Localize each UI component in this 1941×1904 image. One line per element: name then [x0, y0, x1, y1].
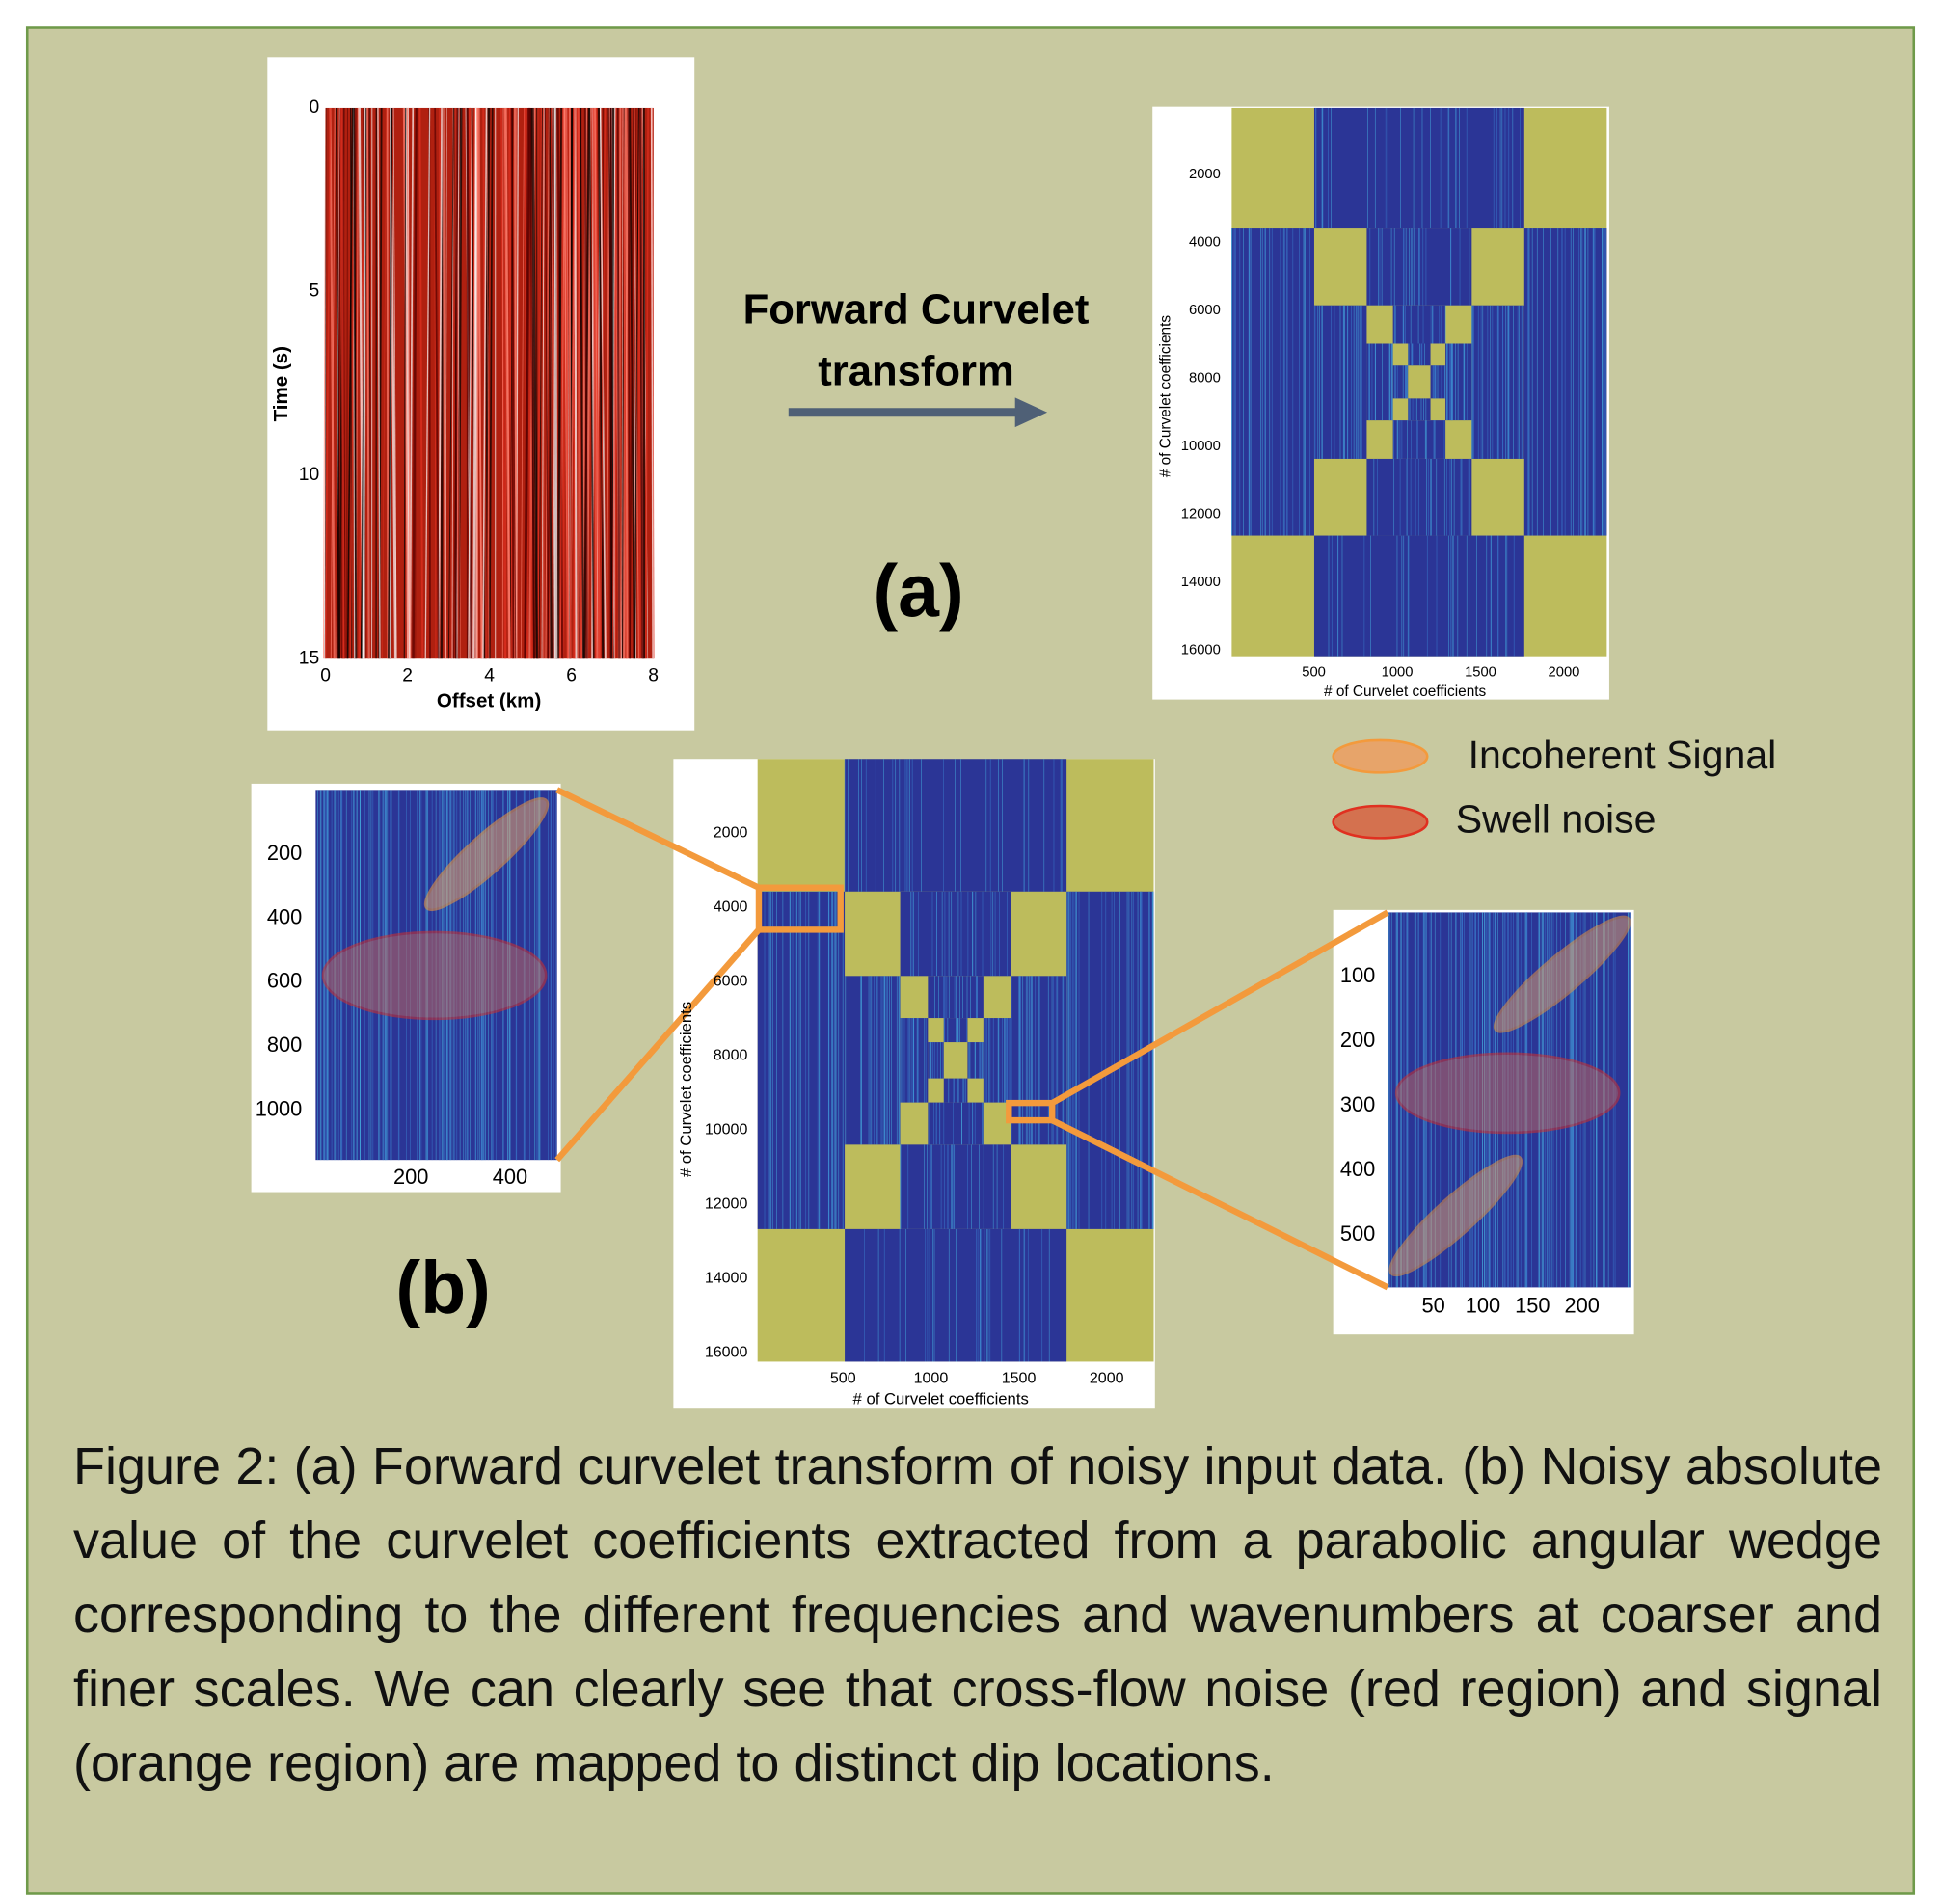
y-axis-label: # of Curvelet coefficients: [1157, 315, 1173, 478]
y-axis-label: # of Curvelet coefficients: [677, 1002, 695, 1177]
seismic-trace: [575, 108, 576, 658]
coef-block: [1314, 536, 1524, 657]
y-tick-label: 15: [299, 648, 319, 668]
seismic-trace: [639, 108, 640, 658]
seismic-trace: [554, 108, 555, 658]
arrow-text: transform: [818, 347, 1014, 394]
y-tick-label: 400: [267, 904, 302, 928]
x-tick-label: 500: [830, 1370, 856, 1387]
coef-block: [1408, 398, 1430, 420]
y-tick-label: 10: [299, 465, 319, 485]
coef-block: [944, 1079, 968, 1103]
arrow-text: Forward Curvelet: [743, 285, 1090, 333]
x-tick-label: 2: [402, 665, 413, 685]
y-tick-label: 12000: [1181, 506, 1221, 522]
coef-block: [901, 892, 1011, 977]
y-tick-label: 2000: [1189, 167, 1221, 182]
y-tick-label: 500: [1340, 1221, 1375, 1246]
legend-swatch: [1334, 806, 1428, 838]
y-tick-label: 400: [1340, 1157, 1375, 1181]
x-tick-label: 500: [1302, 664, 1326, 680]
coef-block: [1393, 420, 1445, 459]
y-tick-label: 4000: [1189, 235, 1221, 251]
y-tick-label: 10000: [1181, 439, 1221, 454]
legend-label: Swell noise: [1456, 797, 1657, 842]
coef-block: [1314, 108, 1524, 228]
panel-label: (b): [395, 1247, 490, 1329]
x-tick-label: 100: [1466, 1294, 1500, 1318]
x-tick-label: 1000: [1382, 664, 1414, 680]
y-tick-label: 16000: [705, 1344, 748, 1361]
y-tick-label: 200: [267, 841, 302, 865]
y-tick-label: 2000: [714, 823, 748, 841]
x-tick-label: 1500: [1002, 1370, 1037, 1387]
y-tick-label: 6000: [714, 973, 748, 990]
x-tick-label: 2000: [1549, 664, 1580, 680]
coef-block: [1393, 306, 1445, 344]
y-tick-label: 4000: [714, 898, 748, 916]
seismic-trace: [567, 108, 568, 658]
y-tick-label: 5: [310, 281, 320, 301]
x-axis-label: Offset (km): [437, 690, 541, 712]
y-tick-label: 600: [267, 969, 302, 993]
x-tick-label: 4: [484, 665, 495, 685]
x-tick-label: 2000: [1090, 1370, 1124, 1387]
coef-block: [845, 976, 901, 1144]
coef-block: [1366, 343, 1392, 420]
y-axis-label: Time (s): [270, 346, 292, 421]
y-tick-label: 100: [1340, 963, 1375, 987]
y-tick-label: 800: [267, 1032, 302, 1057]
x-tick-label: 0: [320, 665, 331, 685]
y-tick-label: 14000: [1181, 575, 1221, 590]
y-tick-label: 6000: [1189, 303, 1221, 318]
x-tick-label: 150: [1515, 1294, 1550, 1318]
page: Forward Curvelet transform (a) (b) Incoh…: [0, 0, 1941, 1904]
noise-region: [1396, 1054, 1619, 1133]
y-tick-label: 10000: [705, 1121, 748, 1139]
x-tick-label: 50: [1422, 1294, 1445, 1318]
y-tick-label: 0: [310, 97, 320, 118]
seismic-trace: [388, 108, 389, 658]
legend-swatch: [1334, 740, 1428, 772]
seismic-trace: [342, 108, 343, 658]
seismic-trace: [502, 108, 503, 658]
y-tick-label: 14000: [705, 1270, 748, 1287]
y-tick-label: 12000: [705, 1195, 748, 1213]
y-tick-label: 200: [1340, 1028, 1375, 1052]
x-tick-label: 200: [393, 1165, 428, 1189]
legend-label: Incoherent Signal: [1469, 733, 1777, 777]
x-tick-label: 200: [1564, 1294, 1599, 1318]
x-tick-label: 6: [566, 665, 577, 685]
caption: Figure 2: (a) Forward curvelet transform…: [73, 1430, 1882, 1801]
x-tick-label: 1000: [914, 1370, 949, 1387]
coef-block: [845, 759, 1066, 892]
coef-block: [901, 1144, 1011, 1229]
coef-block: [928, 976, 984, 1018]
seismic-trace: [477, 108, 478, 658]
seismic-trace: [626, 108, 627, 658]
noise-region: [323, 932, 546, 1019]
y-tick-label: 300: [1340, 1092, 1375, 1116]
x-axis-label: # of Curvelet coefficients: [1324, 684, 1487, 700]
y-tick-label: 8000: [1189, 370, 1221, 386]
x-tick-label: 400: [493, 1165, 527, 1189]
x-tick-label: 8: [648, 665, 659, 685]
y-tick-label: 1000: [256, 1097, 303, 1121]
x-axis-label: # of Curvelet coefficients: [853, 1390, 1029, 1408]
panel-label: (a): [874, 550, 964, 632]
y-tick-label: 16000: [1181, 642, 1221, 657]
coef-block: [1231, 228, 1314, 535]
y-tick-label: 8000: [714, 1047, 748, 1064]
x-tick-label: 1500: [1465, 664, 1496, 680]
